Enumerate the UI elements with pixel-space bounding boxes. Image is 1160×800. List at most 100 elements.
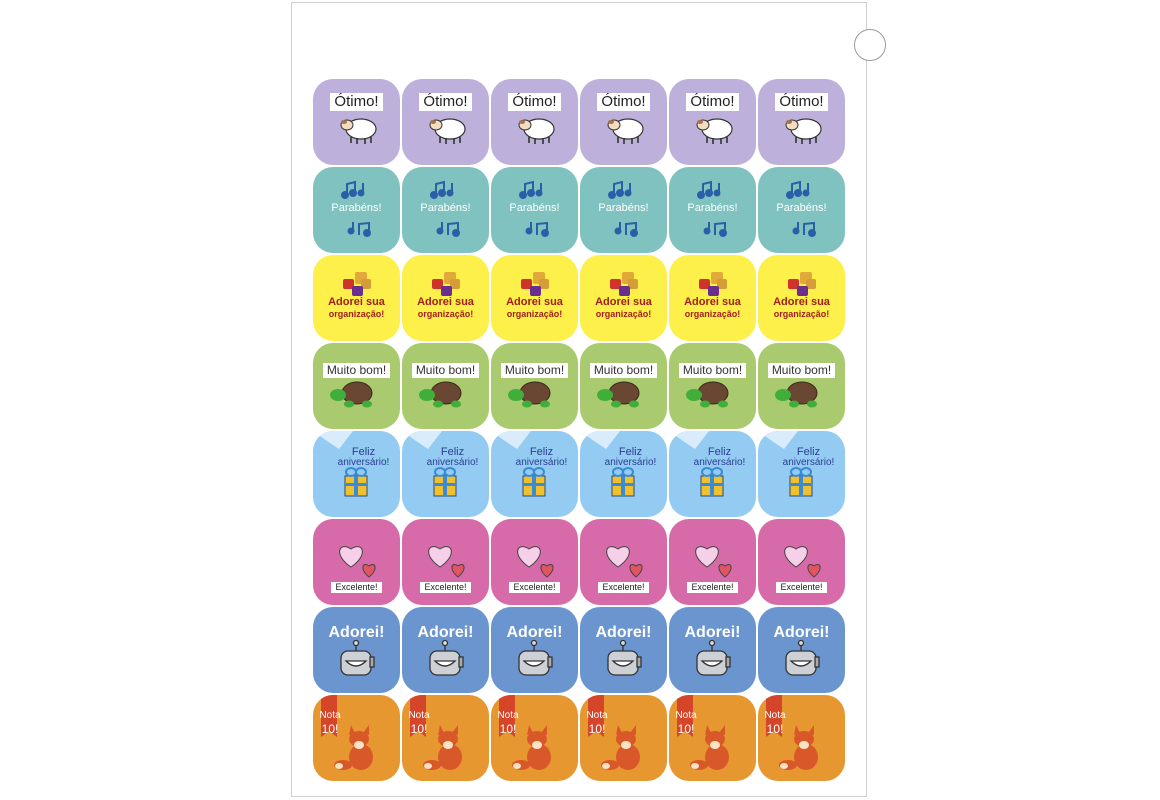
- sticker: Nota 10!: [758, 695, 845, 781]
- sticker-text: Parabéns!: [420, 202, 471, 214]
- sticker-label: Feliz: [416, 446, 489, 459]
- sticker-text: organização!: [328, 309, 385, 319]
- hanging-hole: [854, 29, 886, 61]
- sticker-label: Ótimo!: [313, 93, 400, 111]
- sticker-label: Adorei sua: [669, 296, 756, 309]
- sticker-label: 10!: [764, 723, 786, 736]
- sticker: Nota 10!: [313, 695, 400, 781]
- sticker-text: Ótimo!: [419, 93, 472, 111]
- sticker-text: Parabéns!: [331, 202, 382, 214]
- sticker-label: aniversário!: [505, 457, 578, 469]
- sticker: Nota 10!: [580, 695, 667, 781]
- sticker: Adorei sua organização!: [580, 255, 667, 341]
- sticker-text: Adorei sua: [417, 296, 474, 308]
- sticker-text: Nota: [497, 710, 519, 721]
- sticker-label: 10!: [586, 723, 608, 736]
- sticker: Feliz aniversário!: [669, 431, 756, 517]
- sticker-label: aniversário!: [683, 457, 756, 469]
- sticker: Excelente!: [758, 519, 845, 605]
- sticker-text: 10!: [677, 722, 695, 736]
- sticker-label: Parabéns!: [402, 202, 489, 215]
- sticker-label: Excelente!: [580, 582, 667, 594]
- sticker-label: 10!: [408, 723, 430, 736]
- sticker-text: Adorei sua: [684, 296, 741, 308]
- sticker-text: Adorei sua: [595, 296, 652, 308]
- sticker-label: Ótimo!: [580, 93, 667, 111]
- sticker-text: Feliz: [351, 446, 376, 458]
- sticker-label: organização!: [580, 309, 667, 319]
- sticker: Feliz aniversário!: [580, 431, 667, 517]
- sticker: Feliz aniversário!: [313, 431, 400, 517]
- sticker-text: Parabéns!: [687, 202, 738, 214]
- sticker-text: Feliz: [707, 446, 732, 458]
- sticker-label: Muito bom!: [580, 363, 667, 378]
- sticker: Muito bom!: [580, 343, 667, 429]
- sticker-label: Feliz: [772, 446, 845, 459]
- sticker-text: Nota: [675, 710, 697, 721]
- sticker-text: Excelente!: [687, 582, 738, 594]
- sticker: Excelente!: [491, 519, 578, 605]
- sticker-text: Adorei sua: [506, 296, 563, 308]
- sticker-label: Parabéns!: [313, 202, 400, 215]
- sticker: Adorei!: [313, 607, 400, 693]
- sticker: Excelente!: [402, 519, 489, 605]
- sticker-label: Nota: [764, 710, 786, 722]
- sticker-label: Nota: [497, 710, 519, 722]
- sticker-text: Muito bom!: [322, 363, 391, 378]
- sticker-text: Excelente!: [598, 582, 649, 594]
- sticker: Adorei sua organização!: [491, 255, 578, 341]
- sticker-label: Parabéns!: [491, 202, 578, 215]
- sticker-label: Parabéns!: [758, 202, 845, 215]
- sticker-label: Feliz: [327, 446, 400, 459]
- sticker: Excelente!: [669, 519, 756, 605]
- sticker-text: 10!: [410, 722, 428, 736]
- sticker-label: 10!: [319, 723, 341, 736]
- sticker: Adorei sua organização!: [758, 255, 845, 341]
- sticker: Feliz aniversário!: [402, 431, 489, 517]
- sticker: Ótimo!: [580, 79, 667, 165]
- sticker-label: Muito bom!: [491, 363, 578, 378]
- sticker-text: 10!: [499, 722, 517, 736]
- sticker-text: Parabéns!: [509, 202, 560, 214]
- sticker-label: aniversário!: [772, 457, 845, 469]
- sticker-label: Muito bom!: [758, 363, 845, 378]
- sticker-label: Ótimo!: [669, 93, 756, 111]
- sticker-text: Adorei!: [684, 624, 741, 641]
- sticker-text: Nota: [586, 710, 608, 721]
- sticker: Parabéns!: [402, 167, 489, 253]
- sticker-label: Adorei!: [669, 624, 756, 642]
- sticker-label: Parabéns!: [669, 202, 756, 215]
- sticker-text: 10!: [588, 722, 606, 736]
- sticker-text: Adorei!: [328, 624, 385, 641]
- sticker-text: Muito bom!: [767, 363, 836, 378]
- sticker-text: Feliz: [796, 446, 821, 458]
- sticker: Adorei sua organização!: [402, 255, 489, 341]
- sticker-label: aniversário!: [327, 457, 400, 469]
- sticker-text: Muito bom!: [678, 363, 747, 378]
- sticker-text: Parabéns!: [776, 202, 827, 214]
- sticker-label: organização!: [402, 309, 489, 319]
- sticker-text: aniversário!: [693, 457, 746, 468]
- sticker: Muito bom!: [313, 343, 400, 429]
- sticker-label: organização!: [313, 309, 400, 319]
- sticker-text: organização!: [684, 309, 741, 319]
- sticker-label: Adorei!: [758, 624, 845, 642]
- sticker-text: Ótimo!: [508, 93, 561, 111]
- sticker-label: aniversário!: [416, 457, 489, 469]
- sticker-text: aniversário!: [782, 457, 835, 468]
- sticker-text: Ótimo!: [330, 93, 383, 111]
- sticker: Adorei!: [669, 607, 756, 693]
- sticker: Ótimo!: [491, 79, 578, 165]
- sticker-label: Adorei sua: [758, 296, 845, 309]
- sticker: Feliz aniversário!: [758, 431, 845, 517]
- sticker: Nota 10!: [669, 695, 756, 781]
- sticker-text: Adorei sua: [773, 296, 830, 308]
- sticker-text: aniversário!: [337, 457, 390, 468]
- sticker-text: Adorei!: [773, 624, 830, 641]
- sticker: Parabéns!: [758, 167, 845, 253]
- sticker: Muito bom!: [669, 343, 756, 429]
- sticker: Ótimo!: [758, 79, 845, 165]
- sticker-label: Feliz: [683, 446, 756, 459]
- sticker-label: Muito bom!: [669, 363, 756, 378]
- sticker-text: Muito bom!: [589, 363, 658, 378]
